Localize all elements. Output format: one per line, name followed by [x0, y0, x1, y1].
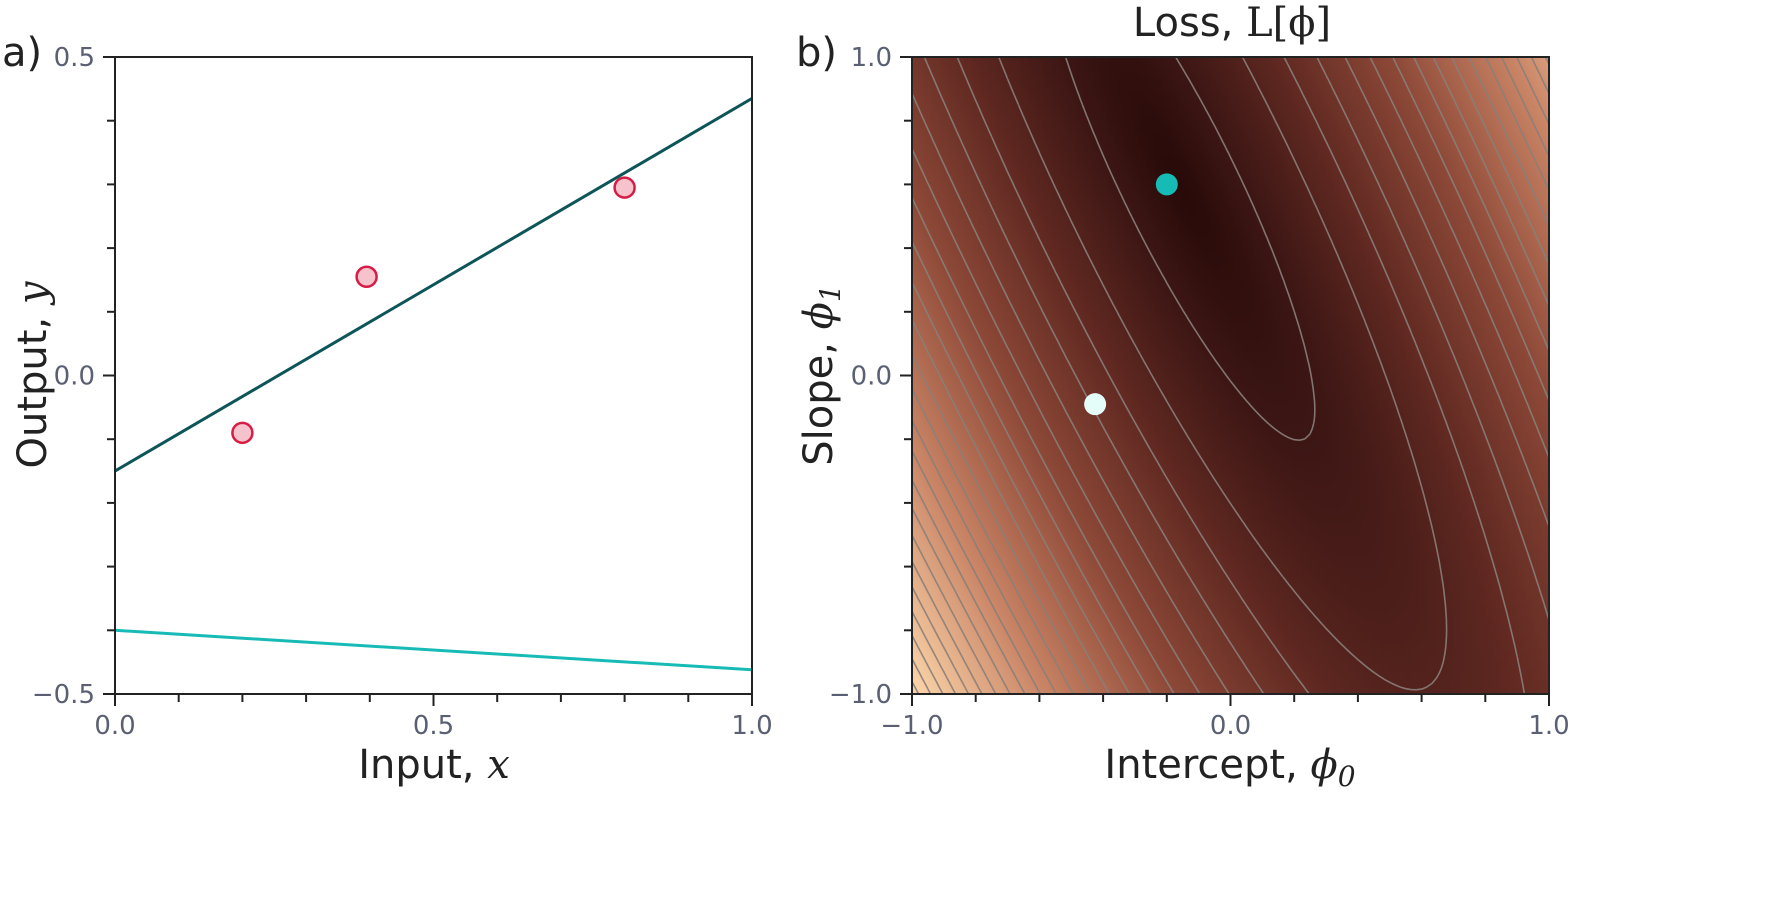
- contour-line-1: [1064, 57, 1316, 441]
- panel-b-y-axis-label: Slope, ϕ1: [796, 284, 847, 466]
- panel-a-x-tick-label: 0.5: [413, 711, 454, 741]
- panel-b-y-label-text: Slope,: [796, 329, 842, 465]
- contour-line-16: [912, 57, 1549, 694]
- panel-a-x-tick-label: 1.0: [731, 711, 772, 741]
- panel-a-y-label-symbol: y: [10, 280, 56, 306]
- panel-b: b) Loss, L[ϕ] −1.0 0.0 1.0 −1.0 0.0 1.0 Inter…: [796, 0, 1570, 793]
- panel-a-x-axis-label: Input, x: [358, 742, 510, 788]
- contour-line-21: [912, 634, 944, 694]
- data-point-2: [355, 265, 378, 289]
- panel-b-x-label-sub: 0: [1338, 760, 1356, 793]
- panel-a-y-tick-label: 0.0: [54, 362, 95, 392]
- panel-b-y-label-sub: 1: [814, 284, 847, 302]
- panel-b-x-tick-label: 1.0: [1528, 711, 1569, 741]
- panel-b-x-tick-label: 0.0: [1210, 711, 1251, 741]
- panel-b-y-tick-label: 1.0: [851, 43, 892, 73]
- contour-line-5: [912, 57, 1549, 694]
- contour-line-18: [912, 561, 983, 694]
- contour-line-10: [912, 57, 1549, 694]
- contour-line-7: [912, 57, 1549, 694]
- fit-line-1: [115, 97, 752, 473]
- data-point-3: [613, 176, 636, 199]
- panel-b-x-label-symbol: ϕ: [1311, 742, 1338, 788]
- contour-line-20: [912, 611, 957, 694]
- panel-b-y-tick-label: 0.0: [851, 362, 892, 392]
- parameter-point-1: [1155, 173, 1178, 196]
- contour-line-14: [912, 57, 1549, 694]
- contour-line-2: [997, 57, 1448, 691]
- contour-line-11: [912, 57, 1549, 694]
- panel-b-x-label-text: Intercept,: [1104, 742, 1310, 788]
- contour-line-13: [912, 57, 1549, 694]
- panel-b-y-tick-label: −1.0: [829, 680, 892, 710]
- fit-line-2: [115, 628, 752, 672]
- contour-line-8: [912, 57, 1549, 694]
- contour-line-4: [923, 57, 1549, 694]
- panel-a-frame: [114, 56, 753, 695]
- panel-b-ticks: −1.0 0.0 1.0 −1.0 0.0 1.0: [829, 43, 1570, 741]
- panel-b-x-axis-label: Intercept, ϕ0: [1104, 742, 1355, 793]
- contour-line-15: [912, 57, 1549, 694]
- panel-a-x-label-symbol: x: [487, 742, 510, 788]
- panel-a-y-axis-label: Output, y: [10, 280, 56, 468]
- panel-a-label: a): [2, 30, 42, 76]
- data-point-1: [231, 421, 254, 445]
- panel-a-x-label-text: Input,: [358, 742, 487, 788]
- contour-line-12: [912, 57, 1549, 694]
- contour-line-17: [912, 534, 997, 694]
- contour-line-22: [912, 658, 932, 694]
- panel-a-y-tick-label: −0.5: [32, 680, 95, 710]
- panel-b-y-label-symbol: ϕ: [796, 302, 842, 329]
- contour-line-3: [956, 57, 1526, 694]
- contour-line-23: [912, 681, 920, 694]
- panel-a-lines: [115, 97, 752, 672]
- panel-b-points: [1084, 173, 1178, 416]
- panel-a-y-label-text: Output,: [10, 304, 56, 468]
- panel-a-points: [231, 176, 636, 445]
- panel-b-title: Loss, L[ϕ]: [1133, 0, 1331, 46]
- panel-a-x-tick-label: 0.0: [94, 711, 135, 741]
- panel-a: a) 0.0 0.5 1.0−0.50.00.5 Input, x Output, …: [2, 30, 773, 788]
- panel-a-y-tick-label: 0.5: [54, 43, 95, 73]
- contour-line-9: [912, 57, 1549, 694]
- panel-b-x-tick-label: −1.0: [880, 711, 943, 741]
- panel-a-ticks: 0.0 0.5 1.0−0.50.00.5: [32, 43, 773, 741]
- loss-surface: [912, 57, 1549, 694]
- contour-line-6: [912, 57, 1549, 694]
- panel-b-title-symbol: L[ϕ]: [1246, 0, 1331, 46]
- panel-b-title-text: Loss,: [1133, 0, 1246, 46]
- loss-contours: [912, 57, 1549, 694]
- panel-b-label: b): [796, 30, 837, 76]
- contour-line-19: [912, 586, 970, 694]
- parameter-point-2: [1084, 393, 1107, 416]
- loss-heatmap: [912, 57, 1549, 694]
